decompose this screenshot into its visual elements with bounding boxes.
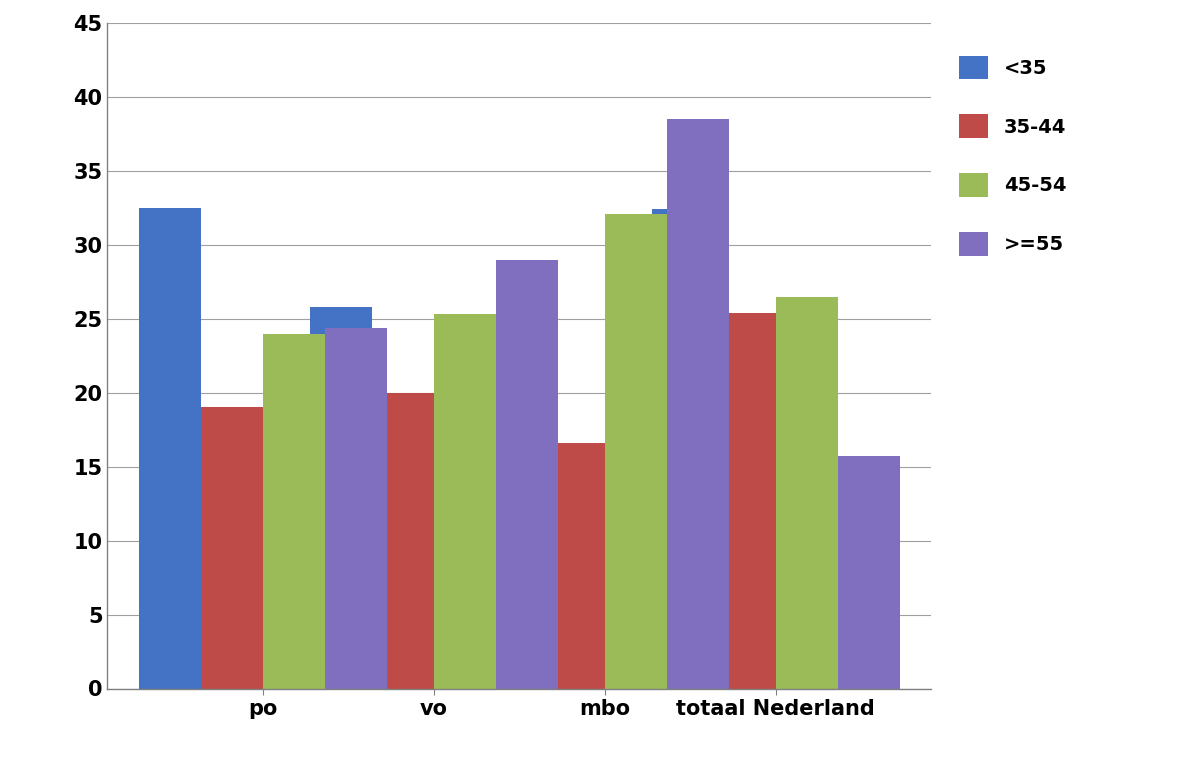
Bar xyxy=(325,327,387,688)
Bar xyxy=(776,297,838,688)
Bar xyxy=(480,496,543,688)
Bar xyxy=(263,334,325,688)
Bar xyxy=(139,208,201,688)
Bar xyxy=(667,119,730,688)
Bar xyxy=(543,443,605,688)
Legend: <35, 35-44, 45-54, >=55: <35, 35-44, 45-54, >=55 xyxy=(949,46,1076,265)
Bar xyxy=(309,307,371,688)
Bar xyxy=(496,259,559,688)
Bar xyxy=(652,210,714,688)
Bar xyxy=(201,408,263,688)
Bar xyxy=(838,456,900,688)
Bar xyxy=(605,213,667,688)
Bar xyxy=(714,313,776,688)
Bar xyxy=(433,314,496,688)
Bar xyxy=(371,392,433,688)
